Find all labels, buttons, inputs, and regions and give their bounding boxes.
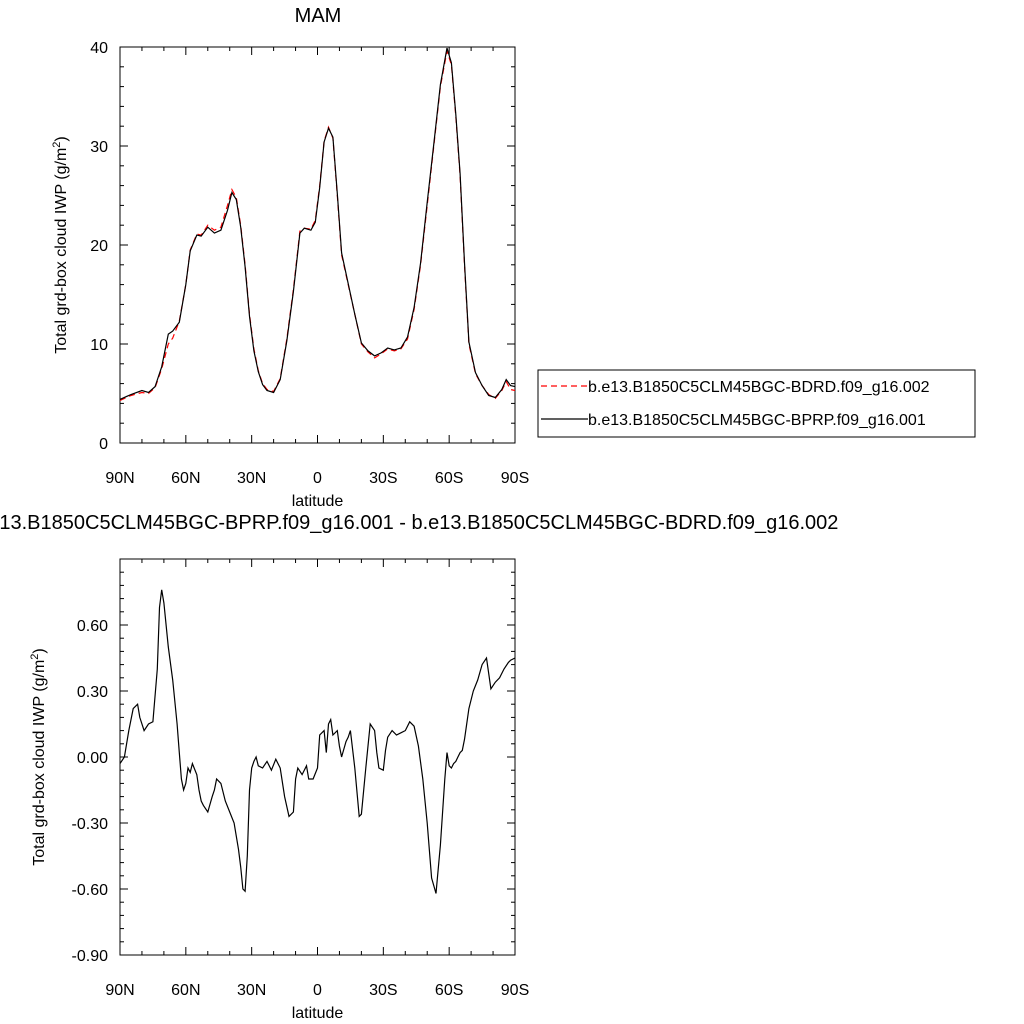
x-axis-label: latitude [292, 493, 344, 510]
x-tick-label: 60S [435, 470, 463, 487]
y-tick-label: -0.30 [72, 816, 109, 833]
legend: b.e13.B1850C5CLM45BGC-BDRD.f09_g16.002 b.… [537, 369, 976, 438]
series-line-2 [120, 47, 515, 400]
y-tick-label: 0 [99, 436, 108, 453]
y-tick-label: 10 [90, 337, 108, 354]
x-tick-label: 30N [237, 470, 266, 487]
x-tick-label: 0 [313, 470, 322, 487]
y-tick-label: 30 [90, 139, 108, 156]
x-tick-label: 90S [501, 982, 529, 999]
x-tick-label: 60S [435, 982, 463, 999]
plot-frame [119, 46, 516, 444]
x-tick-label: 30S [369, 982, 397, 999]
x-axis-label: latitude [292, 1005, 344, 1022]
y-axis-label: Total grd-box cloud IWP (g/m2) [29, 648, 48, 865]
y-tick-label: 0.30 [77, 684, 108, 701]
x-tick-label: 90S [501, 470, 529, 487]
x-tick-label: 90N [105, 982, 134, 999]
y-tick-label: -0.90 [72, 948, 109, 965]
plot-panel-1: MAM 90N 60N 30N 0 30S 60S 90S 0 10 20 30 40 latitude T… [51, 5, 529, 510]
series-line-1 [120, 50, 515, 401]
legend-entry: b.e13.B1850C5CLM45BGC-BPRP.f09_g16.001 [588, 412, 926, 429]
legend-box [537, 369, 976, 438]
x-tick-label: 0 [313, 982, 322, 999]
chart-title: b.e13.B1850C5CLM45BGC-BPRP.f09_g16.001 -… [0, 512, 838, 534]
legend-entry: b.e13.B1850C5CLM45BGC-BDRD.f09_g16.002 [588, 379, 930, 396]
x-tick-label: 60N [171, 470, 200, 487]
y-tick-label: -0.60 [72, 882, 109, 899]
y-tick-label: 0.00 [77, 750, 108, 767]
y-tick-label: 0.60 [77, 618, 108, 635]
x-tick-label: 30S [369, 470, 397, 487]
series-line-1 [120, 589, 515, 894]
y-tick-label: 40 [90, 40, 108, 57]
x-tick-label: 30N [237, 982, 266, 999]
x-tick-label: 60N [171, 982, 200, 999]
chart-title: MAM [295, 5, 342, 27]
plot-panel-2: b.e13.B1850C5CLM45BGC-BPRP.f09_g16.001 -… [0, 512, 838, 1022]
y-axis-label: Total grd-box cloud IWP (g/m2) [51, 136, 70, 353]
y-tick-label: 20 [90, 238, 108, 255]
x-tick-label: 90N [105, 470, 134, 487]
